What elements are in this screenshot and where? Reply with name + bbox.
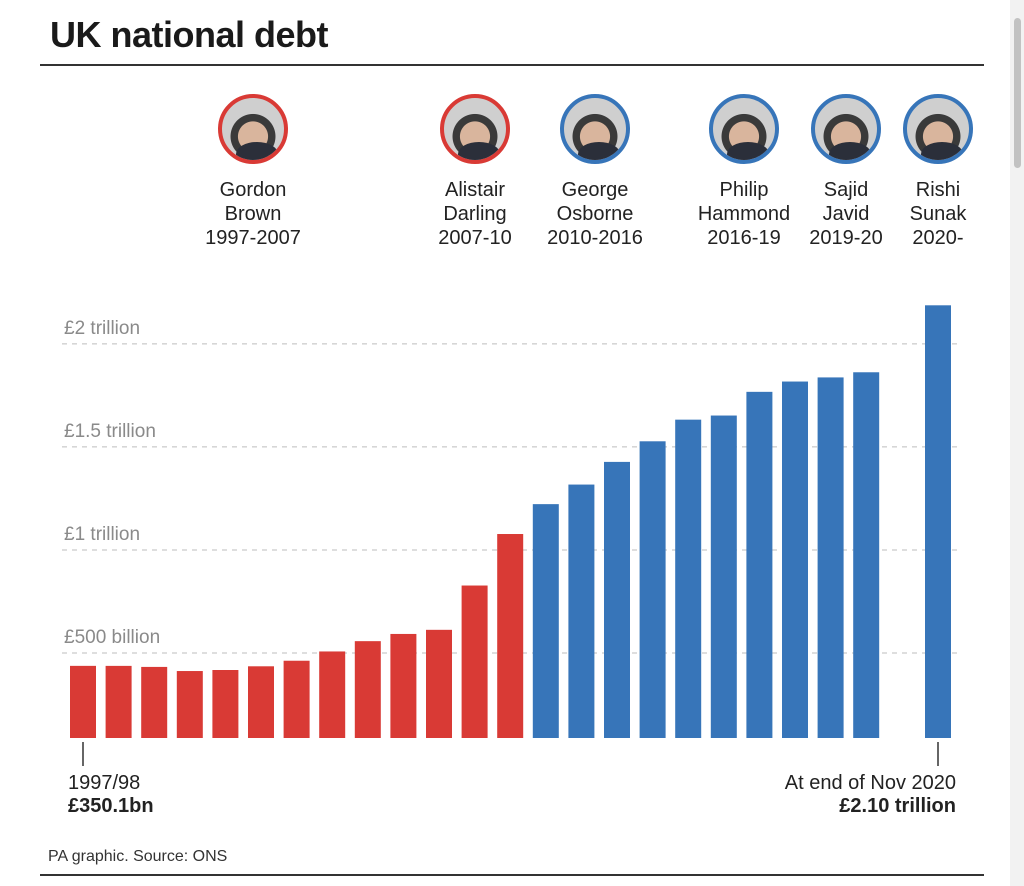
chancellor-last-name: Brown <box>224 203 282 225</box>
chancellor-last-name: Osborne <box>556 203 634 225</box>
bar-2018-19 <box>817 377 844 738</box>
bar-2017-18 <box>782 381 808 738</box>
chancellor-last-name: Sunak <box>909 203 967 225</box>
start-annotation: 1997/98 £350.1bn <box>68 772 154 818</box>
avatar-photo-icon <box>903 94 973 164</box>
start-year-label: 1997/98 <box>68 772 141 794</box>
avatar-photo-icon <box>709 94 779 164</box>
bar-2012-13 <box>604 461 630 738</box>
end-annotation: At end of Nov 2020 £2.10 trillion <box>785 772 956 818</box>
bar-2004-05 <box>319 651 346 738</box>
bar-2016-17 <box>746 391 773 738</box>
y-tick-label: £1 trillion <box>64 524 140 545</box>
y-tick-label: £500 billion <box>64 627 160 648</box>
bar-2001-02 <box>212 670 239 738</box>
bar-2008-09 <box>461 585 488 738</box>
y-tick-label: £2 trillion <box>64 318 140 339</box>
chancellor-gordon-brown: Gordon Brown 1997-2007 <box>188 94 318 250</box>
avatar-photo-icon <box>811 94 881 164</box>
chancellor-rishi-sunak: Rishi Sunak 2020- <box>873 94 1003 250</box>
chancellor-first-name: Sajid <box>823 179 869 201</box>
bar-2010-11 <box>532 504 559 738</box>
end-value-label: £2.10 trillion <box>839 795 956 817</box>
chancellor-first-name: George <box>561 179 629 201</box>
source-credit: PA graphic. Source: ONS <box>48 848 228 865</box>
scrollbar-thumb[interactable] <box>1014 18 1021 168</box>
bar-2015-16 <box>710 415 737 738</box>
title-divider <box>40 64 984 66</box>
avatar-photo-icon <box>560 94 630 164</box>
bar-1999-00 <box>141 666 168 738</box>
chancellor-years: 2019-20 <box>809 227 883 249</box>
chancellor-years: 2007-10 <box>438 227 512 249</box>
chancellor-alistair-darling: Alistair Darling 2007-10 <box>410 94 540 250</box>
chancellor-first-name: Gordon <box>219 179 287 201</box>
chancellor-last-name: Darling <box>443 203 507 225</box>
chancellor-years: 1997-2007 <box>205 227 301 249</box>
scrollbar[interactable] <box>1010 0 1024 886</box>
chancellor-philip-hammond: Philip Hammond 2016-19 <box>679 94 809 250</box>
avatar-photo-icon <box>218 94 288 164</box>
chancellor-years: 2020- <box>912 227 964 249</box>
chancellor-first-name: Philip <box>719 179 769 201</box>
bar-nov-2020 <box>925 305 951 738</box>
bar-2005-06 <box>354 641 381 738</box>
start-value-label: £350.1bn <box>68 795 154 817</box>
end-period-label: At end of Nov 2020 <box>784 772 956 794</box>
bottom-divider <box>40 874 984 876</box>
bar-2019-20 <box>853 372 880 738</box>
bar-1998-99 <box>105 665 132 738</box>
avatar-photo-icon <box>440 94 510 164</box>
chart-title: UK national debt <box>50 14 329 55</box>
bar-1997-98 <box>70 665 96 738</box>
bar-2002-03 <box>248 666 274 738</box>
chancellor-first-name: Alistair <box>444 179 505 201</box>
chancellor-first-name: Rishi <box>915 179 961 201</box>
chancellor-last-name: Javid <box>822 203 870 225</box>
bar-2007-08 <box>426 629 452 738</box>
bar-2003-04 <box>283 660 310 738</box>
chancellor-george-osborne: George Osborne 2010-2016 <box>530 94 660 250</box>
y-tick-label: £1.5 trillion <box>64 421 156 442</box>
bar-2000-01 <box>176 671 203 738</box>
bar-2011-12 <box>568 484 595 738</box>
bar-2014-15 <box>675 419 702 738</box>
chancellor-last-name: Hammond <box>697 203 791 225</box>
chancellor-years: 2016-19 <box>707 227 781 249</box>
bar-2006-07 <box>390 633 417 738</box>
chancellor-sajid-javid: Sajid Javid 2019-20 <box>781 94 911 250</box>
bar-2013-14 <box>639 441 666 738</box>
chancellor-years: 2010-2016 <box>547 227 643 249</box>
bar-2009-10 <box>497 534 524 738</box>
